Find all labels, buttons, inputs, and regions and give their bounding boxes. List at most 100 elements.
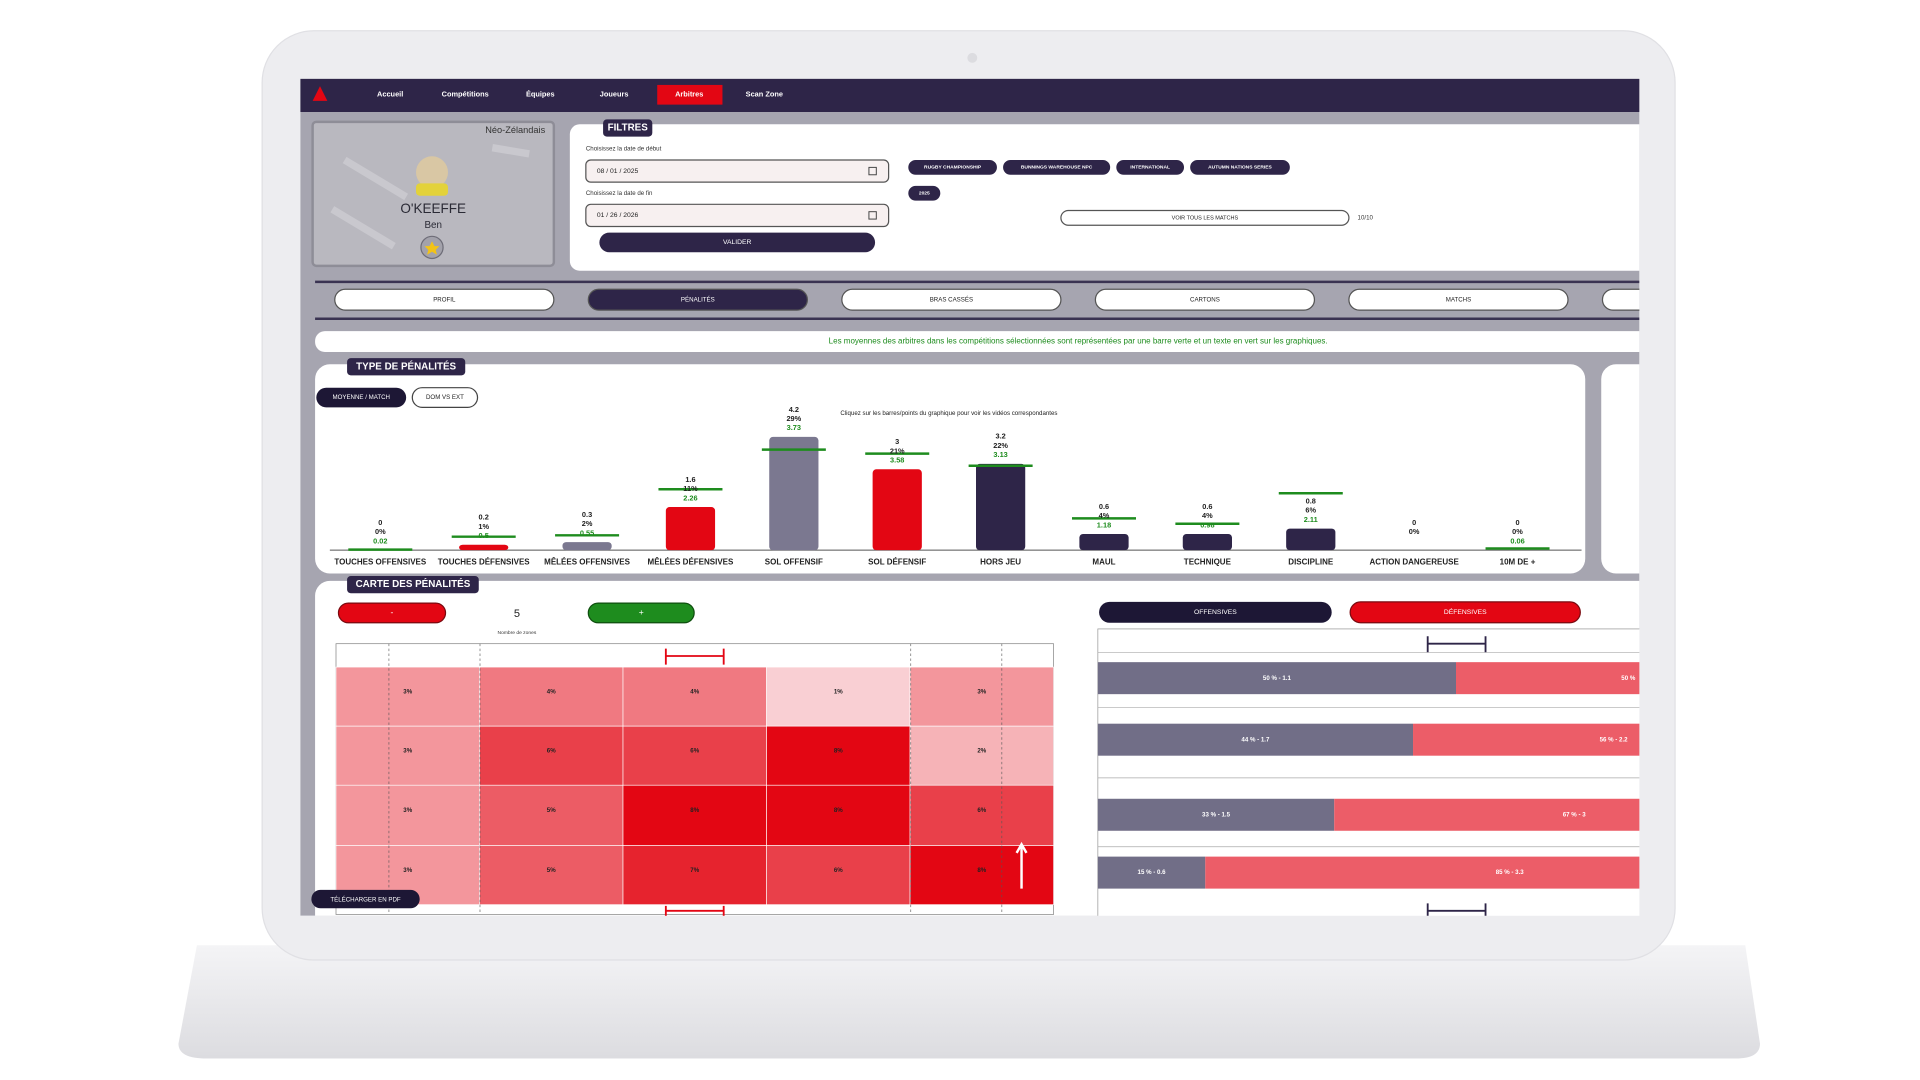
nav-item[interactable]: Compétitions <box>442 90 489 99</box>
heat-cell[interactable] <box>909 725 1054 786</box>
bar-value-label: 3.2 <box>995 432 1005 441</box>
nav-active <box>657 84 723 105</box>
heat-label: 8% <box>834 747 843 754</box>
competition-pill[interactable] <box>908 160 997 175</box>
download-button[interactable] <box>311 889 420 909</box>
competition-pill[interactable] <box>908 185 941 201</box>
bar[interactable] <box>1182 533 1232 551</box>
tab[interactable] <box>587 288 809 311</box>
badge-star <box>424 241 440 255</box>
tab-label: CARTONS <box>1190 296 1220 303</box>
chart-panel <box>315 364 1586 574</box>
heat-cell[interactable] <box>909 845 1054 905</box>
plus-button[interactable] <box>587 602 695 624</box>
bar-share-label: 4% <box>1202 511 1213 520</box>
heat-cell[interactable] <box>622 725 767 786</box>
nationality: Néo-Zélandais <box>485 125 545 135</box>
nav-item[interactable]: Scan Zone <box>746 90 783 99</box>
heat-label: 3% <box>977 688 986 695</box>
defensive-bar[interactable] <box>1456 662 1814 695</box>
reference-label: 3.13 <box>993 450 1007 459</box>
tab-label: BRAS CASSÉS <box>930 296 973 303</box>
offensive-bar[interactable] <box>1097 856 1206 889</box>
heat-label: 7% <box>690 867 699 874</box>
filters-title: FILTRES <box>608 123 649 134</box>
heat-cell[interactable] <box>622 666 767 727</box>
competition-pill[interactable] <box>1190 160 1290 175</box>
map-title-pill <box>347 576 479 594</box>
offensive-bar[interactable] <box>1097 662 1456 695</box>
heat-cell[interactable] <box>622 845 767 905</box>
end-date-input[interactable] <box>585 203 890 228</box>
defensive-bar[interactable] <box>1413 723 1814 756</box>
bar[interactable] <box>769 436 819 551</box>
bar[interactable] <box>976 463 1026 551</box>
avatar <box>416 156 448 189</box>
heat-cell[interactable] <box>766 784 911 846</box>
split-goal-marker <box>1426 636 1487 916</box>
bar[interactable] <box>665 507 716 551</box>
nav-item[interactable]: Arbitres <box>675 90 703 99</box>
toggle-active[interactable] <box>316 387 407 408</box>
offensive-button[interactable] <box>1099 601 1332 623</box>
tabs: PROFIL PÉNALITÉS BRAS CASSÉS CARTONS MATCHS <box>334 288 1569 311</box>
bar-share-label: 1% <box>478 522 489 531</box>
nav-item[interactable]: Équipes <box>526 90 555 99</box>
heat-cell[interactable] <box>909 784 1054 846</box>
defensive-button[interactable] <box>1349 601 1581 624</box>
minus-label: - <box>391 607 394 617</box>
toggle[interactable] <box>411 387 479 408</box>
heat-label: 4% <box>690 688 699 695</box>
heat-cell[interactable] <box>909 666 1054 727</box>
all-matches-button[interactable] <box>1060 209 1350 226</box>
bar[interactable] <box>1079 533 1129 551</box>
bar[interactable] <box>872 469 922 551</box>
heat-label: 5% <box>547 867 556 874</box>
heat-cell[interactable] <box>479 845 624 905</box>
offensive-bar[interactable] <box>1097 723 1414 756</box>
heat-cell[interactable] <box>335 784 480 846</box>
heat-cell[interactable] <box>766 725 911 786</box>
submit-button[interactable] <box>599 232 876 253</box>
competition-label: BUNNINGS WAREHOUSE NPC <box>1021 165 1093 171</box>
submit-label: VALIDER <box>723 239 752 246</box>
bar[interactable] <box>562 542 612 551</box>
heat-cell[interactable] <box>766 666 911 727</box>
start-date-input[interactable] <box>585 159 890 183</box>
start-label: Choisissez la date de début <box>586 146 662 153</box>
competition-pill[interactable] <box>1116 160 1184 175</box>
heat-cell[interactable] <box>479 725 624 786</box>
category-label: MÊLÉES DÉFENSIVES <box>648 558 734 567</box>
card-pattern <box>330 144 530 250</box>
offensive-bar[interactable] <box>1097 798 1335 831</box>
split-bars: 50 % - 1.1 50 % 44 % - 1.7 56 % - 2.2 33 % -… <box>1097 662 1814 889</box>
bar[interactable] <box>1286 528 1336 551</box>
nav-item[interactable]: Joueurs <box>600 90 629 99</box>
minus-button[interactable] <box>337 602 447 624</box>
offensive-label: OFFENSIVES <box>1194 609 1237 616</box>
heat-cell[interactable] <box>335 666 480 727</box>
nav-bar <box>300 78 1640 112</box>
defensive-bar[interactable] <box>1205 856 1814 889</box>
heat-label: 6% <box>834 867 843 874</box>
download-label: TÉLÉCHARGER EN PDF <box>330 896 401 903</box>
offensive-label: 50 % - 1.1 <box>1263 675 1292 682</box>
heat-cell[interactable] <box>622 784 767 846</box>
tab[interactable] <box>1094 288 1316 311</box>
defensive-bar[interactable] <box>1334 798 1814 831</box>
heat-cell[interactable] <box>479 666 624 727</box>
competition-pill[interactable] <box>1003 160 1111 175</box>
heat-cell[interactable] <box>766 845 911 905</box>
heat-cell[interactable] <box>479 784 624 846</box>
bar[interactable] <box>459 544 509 551</box>
heat-cell[interactable] <box>335 725 480 786</box>
bar-value-label: 0.8 <box>1306 496 1316 505</box>
tab[interactable] <box>1348 288 1569 311</box>
nav-item[interactable]: Accueil <box>377 90 403 99</box>
bar-value-label: 4.2 <box>789 405 799 414</box>
category-label: TOUCHES DÉFENSIVES <box>438 558 531 567</box>
last-name: O'KEEFFE <box>400 201 466 216</box>
end-label: Choisissez la date de fin <box>586 190 653 197</box>
tab[interactable] <box>334 288 555 311</box>
tab[interactable] <box>841 288 1062 311</box>
